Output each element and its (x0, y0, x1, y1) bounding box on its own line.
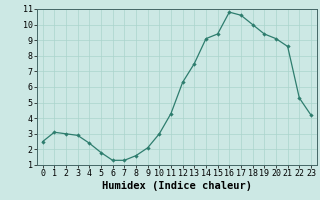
X-axis label: Humidex (Indice chaleur): Humidex (Indice chaleur) (102, 181, 252, 191)
